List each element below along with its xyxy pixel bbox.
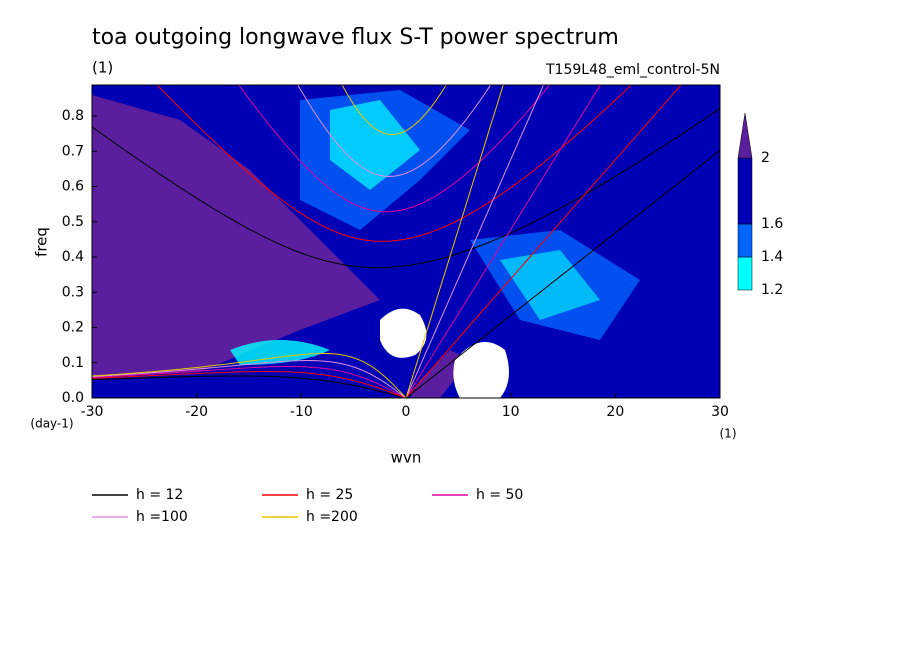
x-tick-label: 20	[606, 404, 624, 420]
x-units: (1)	[720, 427, 737, 441]
dispersion-curve	[92, 352, 407, 398]
dispersion-curve	[297, 85, 492, 177]
dispersion-curve	[405, 150, 720, 398]
x-tick-label: 30	[711, 404, 729, 420]
run-label: T159L48_eml_control-5N	[545, 62, 720, 78]
colorbar-label: 1.2	[761, 282, 783, 298]
colorbar-band	[737, 223, 753, 258]
x-tick-label: 0	[402, 404, 411, 420]
x-tick-label: -30	[81, 404, 104, 420]
y-tick-label: 0.0	[62, 390, 84, 406]
dispersion-curve	[92, 360, 407, 398]
colorbar-band	[737, 256, 753, 291]
y-tick-label: 0.3	[62, 284, 84, 300]
x-axis-label: wvn	[391, 449, 422, 467]
x-tick-label: -20	[185, 404, 208, 420]
dispersion-curve	[405, 85, 602, 398]
y-tick-label: 0.5	[62, 214, 84, 230]
dispersion-curve	[92, 375, 407, 398]
colorbar-extend	[737, 112, 753, 159]
legend-label: h = 50	[476, 487, 523, 503]
y-tick-label: 0.6	[62, 179, 84, 195]
dispersion-curve	[238, 85, 551, 213]
y-units: (day-1)	[30, 417, 73, 431]
curves	[92, 85, 720, 398]
subtitle: (1)	[92, 59, 113, 77]
x-tick-label: 10	[502, 404, 520, 420]
colorbar-label: 1.4	[761, 249, 783, 265]
spectrum-field	[92, 85, 720, 398]
dispersion-curve	[341, 85, 447, 135]
legend-label: h =100	[136, 509, 188, 525]
dispersion-curve	[405, 85, 545, 398]
legend-label: h =200	[306, 509, 358, 525]
y-tick-label: 0.2	[62, 320, 84, 336]
dispersion-curve	[92, 108, 720, 269]
y-tick-label: 0.4	[62, 249, 84, 265]
dispersion-curve	[405, 85, 504, 398]
colorbar-label: 1.6	[761, 216, 783, 232]
chart-title: toa outgoing longwave flux S-T power spe…	[92, 25, 619, 50]
dispersion-curve	[92, 366, 407, 398]
dispersion-curve	[405, 85, 682, 398]
dispersion-curve	[92, 371, 407, 398]
colorbar-band	[737, 157, 753, 225]
legend-label: h = 12	[136, 487, 183, 503]
x-tick-label: -10	[290, 404, 313, 420]
dispersion-curve	[156, 85, 633, 242]
colorbar-label: 2	[761, 150, 770, 166]
legend-label: h = 25	[306, 487, 353, 503]
y-tick-label: 0.7	[62, 143, 84, 159]
y-axis-label: freq	[33, 227, 51, 257]
y-tick-label: 0.8	[62, 108, 84, 124]
y-tick-label: 0.1	[62, 355, 84, 371]
